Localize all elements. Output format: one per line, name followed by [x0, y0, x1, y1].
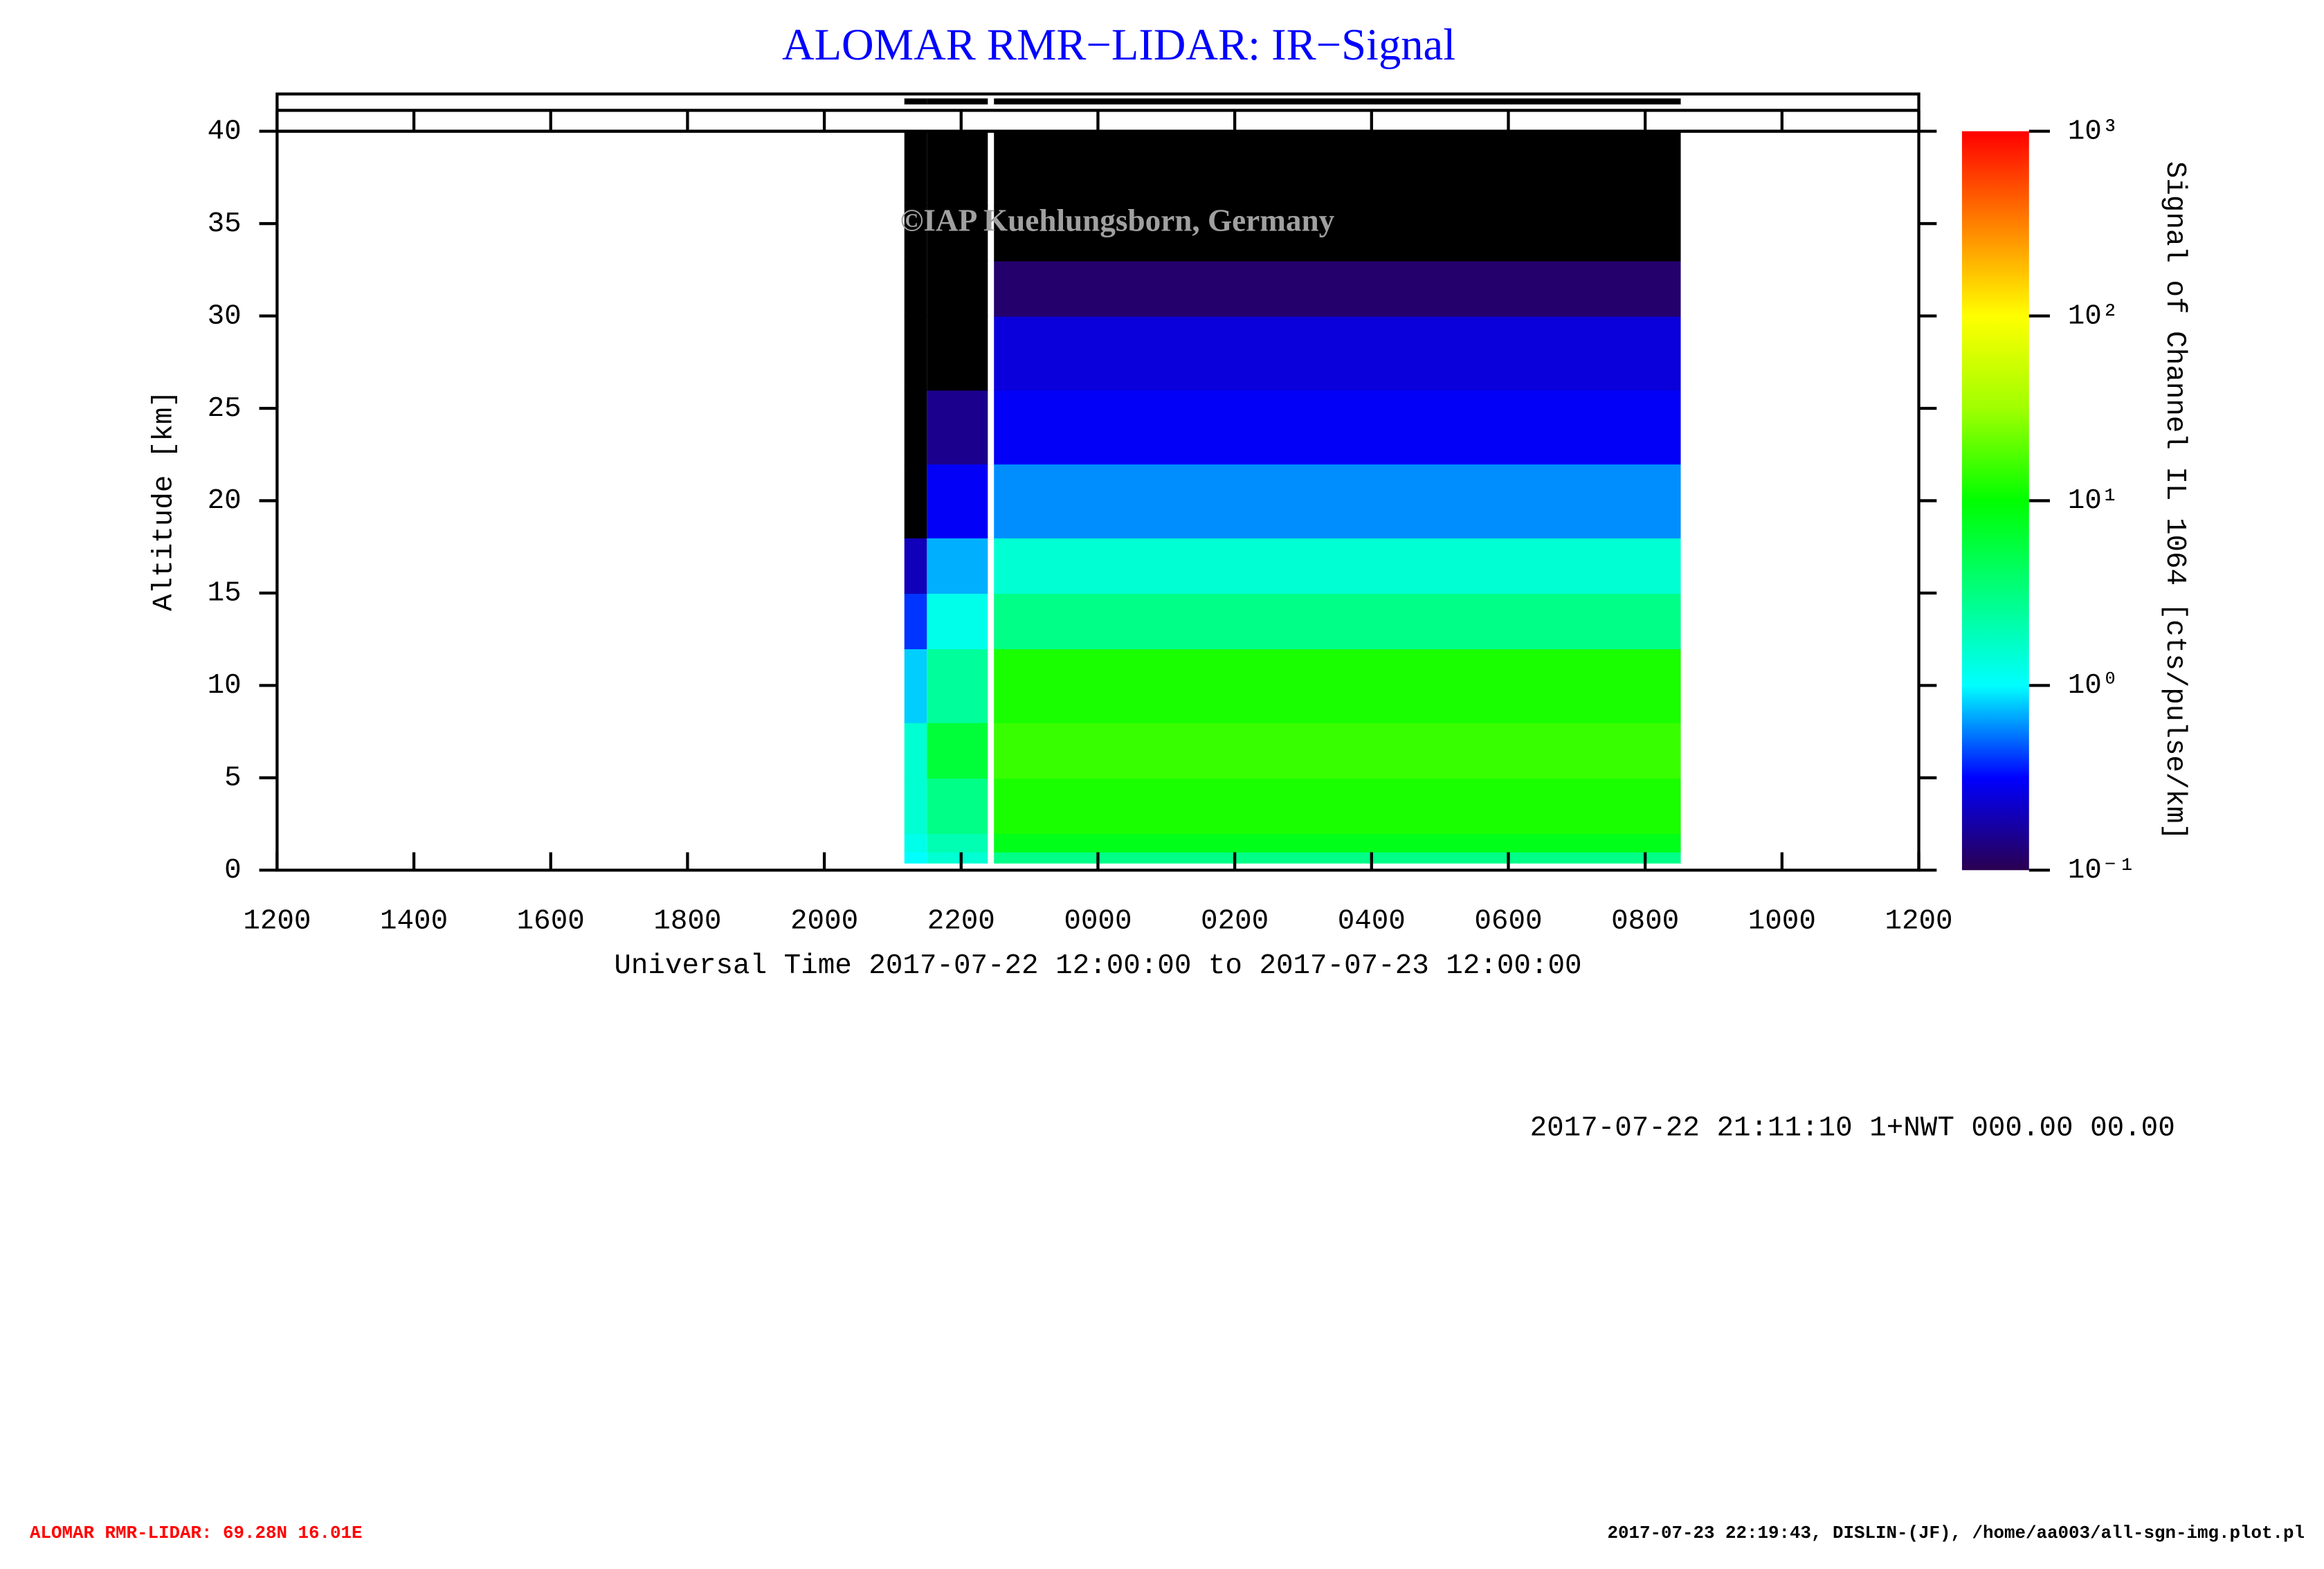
y-tick-label: 15 — [208, 578, 242, 610]
heat-cell — [904, 390, 927, 465]
heat-cell — [994, 537, 1681, 594]
heat-cell — [927, 777, 988, 834]
heat-cell — [927, 205, 988, 262]
heat-cell — [904, 205, 927, 262]
heat-cell — [994, 260, 1681, 317]
x-tick-label: 0800 — [1611, 905, 1679, 937]
heat-cell — [994, 390, 1681, 465]
heat-cell — [904, 464, 927, 538]
heat-cell — [904, 722, 927, 779]
heat-cell — [904, 537, 927, 594]
y-tick-label: 30 — [208, 300, 242, 332]
x-tick-label: 1400 — [380, 905, 448, 937]
heat-cell — [904, 131, 927, 206]
colorbar-tick-label: 10¹ — [2068, 485, 2119, 517]
info-line: 2017-07-22 21:11:10 1+NWT 000.00 00.00 — [1530, 1112, 2175, 1144]
heat-cell — [927, 537, 988, 594]
y-tick-label: 40 — [208, 116, 242, 147]
colorbar-tick-label: 10² — [2068, 300, 2119, 332]
heat-cell — [904, 592, 927, 650]
footer-right: 2017-07-23 22:19:43, DISLIN-(JF), /home/… — [1608, 1523, 2305, 1543]
colorbar-tick-label: 10⁻¹ — [2068, 855, 2136, 887]
heat-cell — [927, 833, 988, 853]
y-tick-label: 25 — [208, 393, 242, 425]
heat-cell — [994, 722, 1681, 779]
x-tick-label: 0400 — [1338, 905, 1406, 937]
heat-cell — [927, 851, 988, 864]
heat-cell — [927, 648, 988, 723]
x-tick-label: 1200 — [1885, 905, 1952, 937]
x-tick-label: 1000 — [1748, 905, 1816, 937]
colorbar-label: Signal of Channel IL 1064 [cts/pulse/km] — [2159, 161, 2190, 840]
plot-area — [904, 131, 1681, 864]
footer-left: ALOMAR RMR-LIDAR: 69.28N 16.01E — [30, 1523, 362, 1543]
heat-cell — [927, 464, 988, 538]
heat-cell — [904, 316, 927, 391]
heat-cell — [904, 777, 927, 834]
measurement-bar — [994, 98, 1681, 105]
heat-cell — [927, 260, 988, 317]
x-tick-label: 0600 — [1474, 905, 1542, 937]
heat-cell — [927, 592, 988, 650]
x-tick-label: 1200 — [243, 905, 311, 937]
y-tick-label: 20 — [208, 485, 242, 517]
x-axis-label: Universal Time 2017-07-22 12:00:00 to 20… — [614, 950, 1581, 982]
x-tick-label: 2200 — [927, 905, 995, 937]
heat-cell — [994, 777, 1681, 834]
x-tick-label: 1600 — [517, 905, 585, 937]
heat-cell — [994, 464, 1681, 538]
heat-cell — [994, 833, 1681, 853]
colorbar-tick-label: 10³ — [2068, 116, 2119, 147]
heat-cell — [927, 131, 988, 206]
y-tick-label: 0 — [224, 855, 242, 887]
y-tick-label: 35 — [208, 208, 242, 240]
heat-cell — [994, 316, 1681, 391]
heat-cell — [904, 648, 927, 723]
heat-cell — [994, 648, 1681, 723]
colorbar — [1961, 131, 2029, 871]
x-tick-label: 0200 — [1201, 905, 1269, 937]
heat-cell — [927, 722, 988, 779]
colorbar-tick-label: 10⁰ — [2068, 670, 2119, 702]
heat-cell — [994, 131, 1681, 206]
heat-cell — [994, 205, 1681, 262]
heat-cell — [994, 592, 1681, 650]
heat-cell — [927, 316, 988, 391]
y-tick-label: 10 — [208, 670, 242, 702]
y-axis-label: Altitude [km] — [149, 390, 181, 611]
watermark: ©IAP Kuehlungsborn, Germany — [900, 203, 1335, 237]
heat-cell — [904, 260, 927, 317]
x-tick-label: 2000 — [790, 905, 858, 937]
measurement-bar — [904, 98, 927, 105]
x-tick-label: 1800 — [653, 905, 721, 937]
chart-title: ALOMAR RMR−LIDAR: IR−Signal — [782, 19, 1455, 69]
x-tick-label: 0000 — [1064, 905, 1132, 937]
y-tick-label: 5 — [224, 763, 242, 795]
heat-cell — [927, 390, 988, 465]
measurement-bar — [927, 98, 988, 105]
heat-cell — [904, 833, 927, 853]
heat-cell — [904, 851, 927, 864]
